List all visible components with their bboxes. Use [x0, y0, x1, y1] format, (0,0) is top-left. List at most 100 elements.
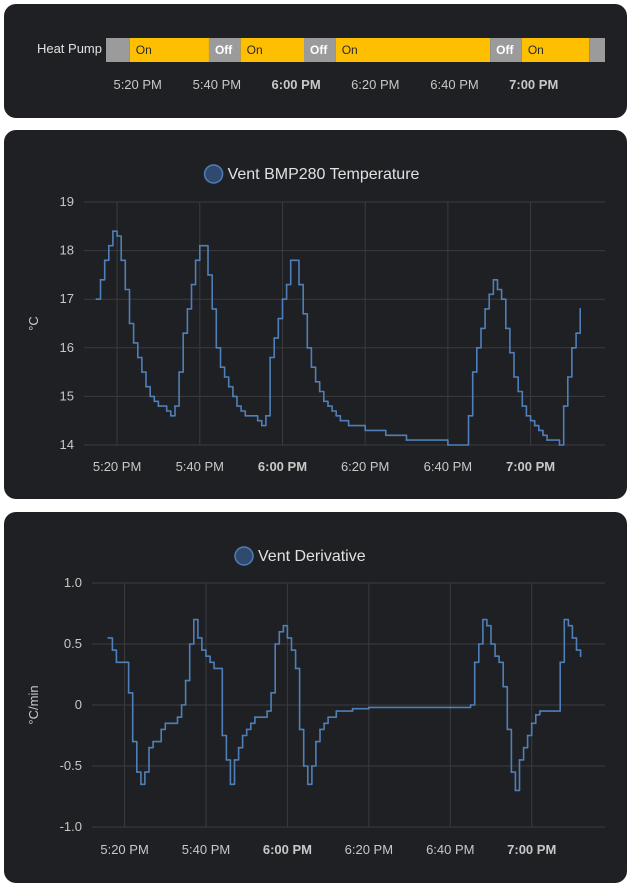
data-point[interactable] — [188, 643, 191, 645]
data-point[interactable] — [186, 308, 189, 310]
data-point[interactable] — [484, 308, 486, 310]
data-point[interactable] — [211, 308, 214, 310]
data-point[interactable] — [542, 434, 544, 437]
data-point[interactable] — [319, 728, 321, 731]
data-point[interactable] — [467, 414, 470, 417]
data-point[interactable] — [190, 283, 193, 286]
data-point[interactable] — [405, 439, 408, 441]
data-point[interactable] — [132, 342, 135, 344]
data-point[interactable] — [277, 317, 280, 320]
data-point[interactable] — [107, 637, 110, 639]
data-point[interactable] — [223, 376, 226, 378]
data-point[interactable] — [537, 429, 540, 432]
data-point[interactable] — [534, 713, 537, 716]
data-point[interactable] — [145, 385, 147, 388]
data-point[interactable] — [575, 332, 577, 335]
legend-swatch[interactable] — [234, 546, 254, 566]
data-point[interactable] — [131, 740, 134, 743]
data-point[interactable] — [165, 410, 168, 412]
data-point[interactable] — [149, 395, 152, 398]
data-point[interactable] — [140, 783, 142, 786]
data-point[interactable] — [294, 667, 297, 670]
data-point[interactable] — [285, 283, 288, 286]
data-point[interactable] — [473, 661, 476, 664]
data-point[interactable] — [244, 414, 247, 417]
data-point[interactable] — [236, 405, 238, 407]
timeline-segment-on[interactable] — [240, 38, 305, 62]
data-point[interactable] — [364, 429, 367, 432]
data-point[interactable] — [265, 414, 267, 417]
data-point[interactable] — [579, 655, 582, 658]
data-point[interactable] — [107, 244, 110, 247]
data-point[interactable] — [494, 655, 496, 658]
data-point[interactable] — [502, 685, 505, 688]
data-point[interactable] — [558, 444, 561, 446]
data-point[interactable] — [174, 405, 176, 407]
data-point[interactable] — [559, 661, 562, 664]
data-point[interactable] — [182, 332, 185, 335]
data-point[interactable] — [506, 728, 509, 731]
data-point[interactable] — [289, 259, 292, 262]
data-point[interactable] — [205, 655, 207, 658]
data-point[interactable] — [184, 679, 187, 682]
series-line[interactable] — [96, 230, 581, 446]
data-point[interactable] — [331, 410, 333, 412]
timeline-segment-off[interactable] — [589, 38, 605, 62]
data-point[interactable] — [273, 337, 276, 339]
data-point[interactable] — [492, 278, 495, 281]
data-point[interactable] — [310, 366, 313, 369]
data-point[interactable] — [197, 637, 199, 639]
data-point[interactable] — [384, 434, 387, 437]
data-point[interactable] — [233, 759, 236, 761]
data-point[interactable] — [281, 298, 284, 301]
data-point[interactable] — [517, 390, 520, 393]
data-point[interactable] — [245, 728, 248, 731]
data-point[interactable] — [546, 439, 548, 441]
data-point[interactable] — [521, 405, 524, 407]
data-point[interactable] — [500, 298, 503, 301]
data-point[interactable] — [335, 414, 338, 417]
data-point[interactable] — [157, 405, 160, 407]
timeline-segment-off[interactable] — [106, 38, 130, 62]
data-point[interactable] — [141, 371, 143, 373]
data-point[interactable] — [176, 716, 179, 719]
data-point[interactable] — [136, 356, 139, 359]
data-point[interactable] — [178, 371, 181, 373]
data-point[interactable] — [192, 618, 195, 621]
data-point[interactable] — [128, 322, 131, 325]
data-point[interactable] — [213, 667, 216, 670]
timeline-segment-on[interactable] — [129, 38, 209, 62]
data-point[interactable] — [169, 414, 172, 417]
data-point[interactable] — [148, 746, 150, 749]
data-point[interactable] — [260, 424, 263, 427]
data-point[interactable] — [562, 405, 565, 407]
data-point[interactable] — [488, 293, 491, 296]
data-point[interactable] — [229, 783, 232, 786]
data-point[interactable] — [480, 327, 482, 330]
data-point[interactable] — [327, 716, 329, 719]
data-point[interactable] — [180, 704, 183, 706]
data-point[interactable] — [103, 259, 106, 262]
data-point[interactable] — [526, 734, 529, 737]
data-point[interactable] — [95, 298, 98, 301]
data-point[interactable] — [274, 643, 277, 645]
data-point[interactable] — [477, 643, 480, 645]
data-point[interactable] — [164, 722, 167, 725]
data-point[interactable] — [256, 419, 259, 422]
data-point[interactable] — [571, 346, 573, 349]
timeline-segment-on[interactable] — [521, 38, 590, 62]
data-point[interactable] — [471, 371, 474, 373]
timeline-segment-off[interactable] — [304, 38, 336, 62]
data-point[interactable] — [270, 691, 272, 694]
data-point[interactable] — [269, 356, 271, 359]
data-point[interactable] — [482, 618, 484, 621]
data-point[interactable] — [194, 259, 197, 262]
data-point[interactable] — [160, 728, 163, 731]
data-point[interactable] — [518, 759, 521, 761]
data-point[interactable] — [282, 624, 285, 627]
data-point[interactable] — [351, 707, 354, 710]
data-point[interactable] — [232, 395, 234, 398]
data-point[interactable] — [510, 771, 513, 773]
data-point[interactable] — [227, 385, 230, 388]
data-point[interactable] — [135, 771, 138, 773]
